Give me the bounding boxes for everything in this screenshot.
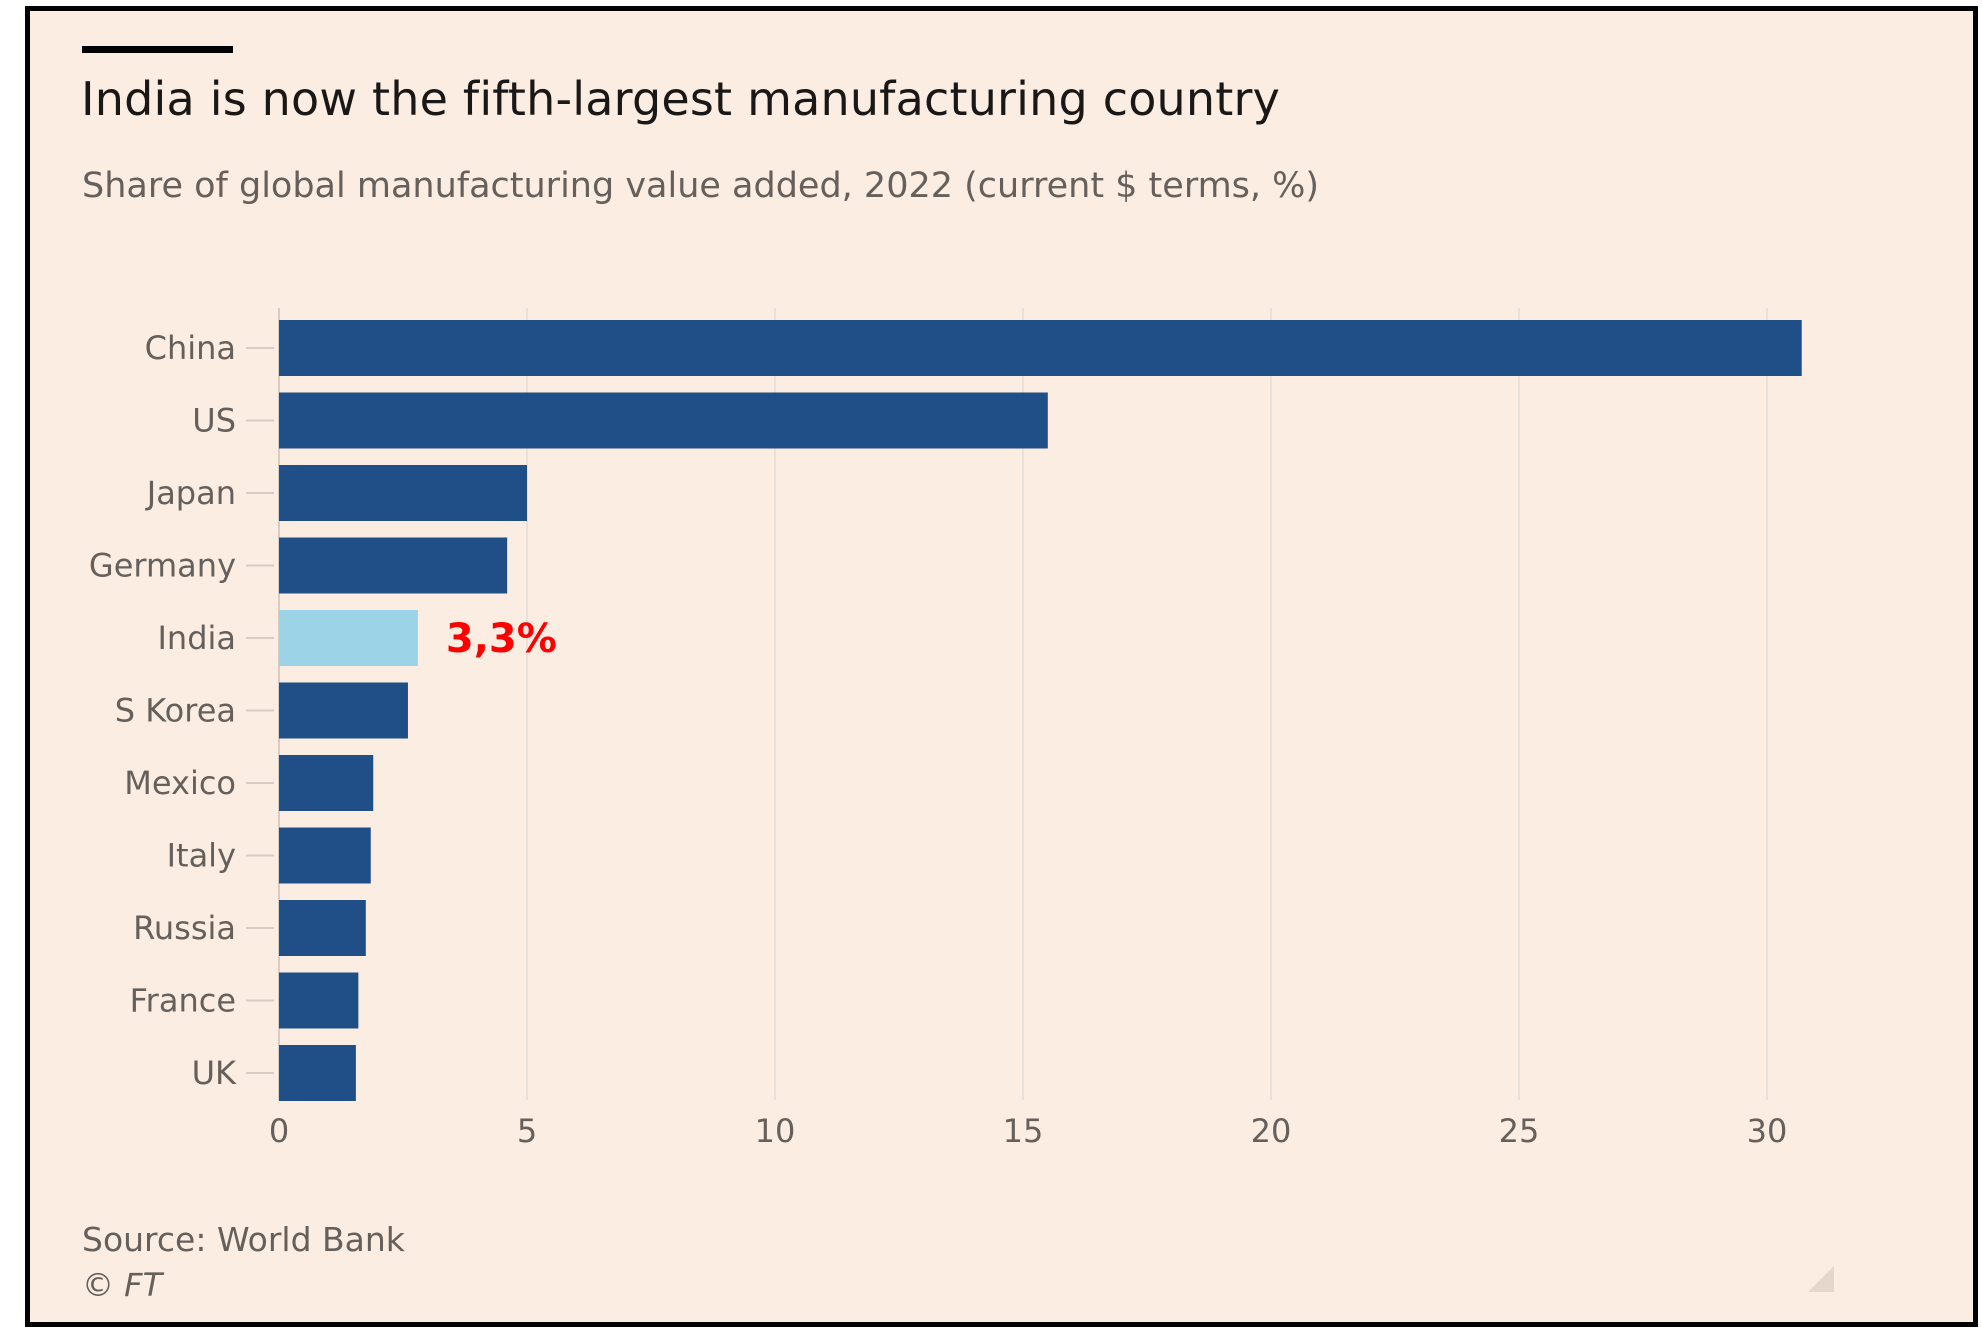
- category-label: UK: [192, 1054, 237, 1092]
- bar-us: [279, 392, 1048, 449]
- copyright-note: © FT: [82, 1266, 163, 1304]
- bar-uk: [279, 1045, 356, 1101]
- category-label: India: [157, 619, 236, 657]
- category-labels: China US Japan Germany India S Korea Mexico Ita…: [89, 329, 274, 1092]
- bars: [279, 320, 1802, 1101]
- chart-subtitle: Share of global manufacturing value adde…: [82, 166, 1320, 206]
- bar-germany: [279, 537, 508, 594]
- bar-japan: [279, 465, 527, 521]
- annotations: 3,3%: [446, 616, 557, 662]
- x-tick-label: 0: [269, 1112, 289, 1150]
- bar-russia: [279, 900, 366, 956]
- category-label: Germany: [89, 547, 236, 585]
- chart-title: India is now the fifth-largest manufactu…: [81, 72, 1281, 126]
- source-note: Source: World Bank: [82, 1220, 405, 1259]
- bar-s-korea: [279, 682, 408, 739]
- category-label: Mexico: [124, 764, 236, 802]
- x-tick-label: 20: [1251, 1112, 1292, 1150]
- bar-mexico: [279, 755, 374, 811]
- bar-france: [279, 972, 359, 1029]
- bar-italy: [279, 827, 371, 884]
- category-label: France: [130, 982, 236, 1020]
- bar-china: [279, 320, 1802, 376]
- category-label: S Korea: [115, 692, 236, 730]
- category-label: Japan: [145, 474, 236, 512]
- category-label: China: [145, 329, 236, 367]
- x-tick-label: 5: [517, 1112, 537, 1150]
- resize-corner-icon: [1808, 1266, 1834, 1292]
- x-tick-label: 30: [1747, 1112, 1788, 1150]
- title-rule: [82, 46, 233, 53]
- bar-india: [279, 610, 418, 666]
- x-tick-label: 25: [1499, 1112, 1540, 1150]
- category-label: US: [192, 402, 236, 440]
- x-tick-label: 10: [755, 1112, 796, 1150]
- category-label: Italy: [167, 837, 236, 875]
- x-tick-label: 15: [1003, 1112, 1044, 1150]
- x-axis-ticks: 0 5 10 15 20 25 30: [269, 1112, 1788, 1150]
- india-share-annotation: 3,3%: [446, 616, 557, 662]
- chart-frame: [25, 6, 1978, 1327]
- category-label: Russia: [133, 909, 236, 947]
